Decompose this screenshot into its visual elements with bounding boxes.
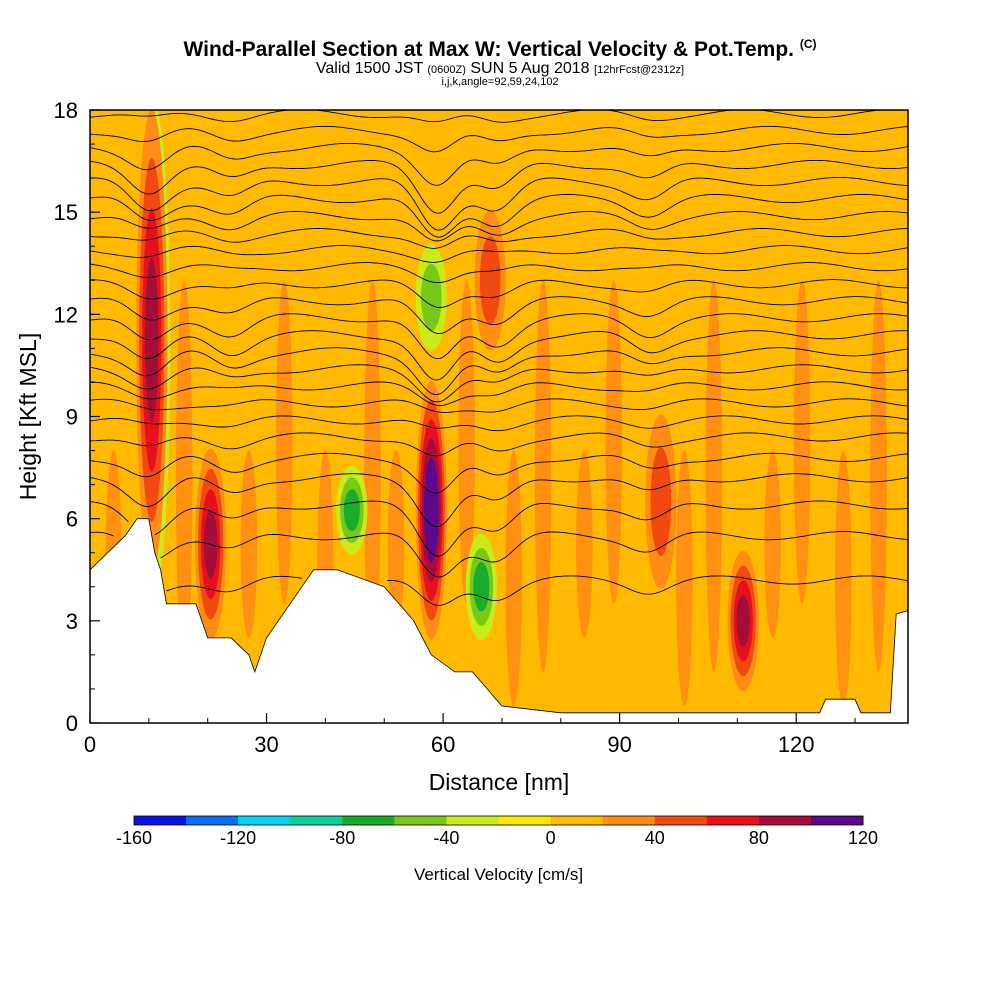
isentrope-line: [90, 381, 908, 406]
isentrope-line: [90, 313, 908, 360]
y-tick-label: 9: [66, 405, 78, 430]
isentrope-line: [90, 228, 908, 249]
weak-updraft-band: [458, 280, 475, 604]
weak-updraft-band: [505, 450, 522, 706]
weak-updraft-band: [764, 450, 781, 638]
isentrope-line: [166, 575, 908, 606]
weak-updraft-band: [705, 280, 723, 672]
isentrope-line: [90, 415, 908, 432]
valid-date: SUN 5 Aug 2018: [470, 60, 590, 77]
isentrope-line: [90, 473, 908, 528]
colorbar-tick-label: 120: [848, 828, 878, 848]
colorbar-swatch: [550, 816, 604, 825]
colorbar-swatch: [602, 816, 656, 825]
updraft-cell: [736, 595, 750, 647]
colorbar-swatch: [134, 816, 187, 825]
weak-updraft-band: [870, 280, 887, 672]
colorbar-title: Vertical Velocity [cm/s]: [414, 865, 583, 884]
colorbar: -160 -120 -80 -40 0 40 80 120 Vertical Velocity …: [116, 815, 878, 884]
colorbar-swatch: [342, 816, 395, 825]
updraft-cell: [479, 236, 501, 325]
colorbar-swatch: [186, 816, 239, 825]
weak-updraft-band: [240, 450, 258, 638]
isentrope-line: [90, 531, 908, 578]
isentrope-line: [90, 142, 908, 186]
isentrope-line: [90, 194, 908, 238]
colorbar-swatch: [706, 816, 760, 825]
weak-updraft-band: [605, 280, 622, 604]
colorbar-swatch: [446, 816, 499, 825]
terrain: [90, 518, 908, 723]
colorbar-tick-label: -40: [433, 828, 459, 848]
chart-subtitle: Valid 1500 JST (0600Z) SUN 5 Aug 2018 [1…: [315, 60, 685, 77]
isentrope-line: [90, 452, 908, 494]
isentrope-line: [90, 245, 908, 263]
colorbar-swatch: [758, 816, 812, 825]
downdraft-cell: [473, 562, 490, 612]
colorbar-swatch: [810, 816, 864, 825]
isentrope-line: [90, 347, 908, 396]
y-tick-label: 3: [66, 609, 78, 634]
x-tick-label: 30: [254, 732, 278, 757]
plot-area: [90, 110, 908, 723]
isentrope-line: [90, 296, 908, 335]
weak-updraft-band: [387, 450, 405, 638]
isentrope-line: [90, 211, 908, 242]
weak-updraft-band: [534, 280, 552, 672]
isentrope-line: [90, 279, 908, 308]
y-tick-label: 18: [54, 98, 78, 123]
isentrope-line: [90, 500, 908, 557]
colorbar-swatch: [238, 816, 291, 825]
x-axis-label: Distance [nm]: [429, 769, 570, 795]
colorbar-swatch: [498, 816, 552, 825]
isentrope-line: [90, 432, 908, 457]
weak-updraft-band: [364, 280, 381, 672]
y-tick-label: 0: [66, 711, 78, 736]
weak-updraft-band: [576, 450, 593, 638]
grid-indices: i,j,k,angle=92,59,24,102: [441, 76, 559, 88]
isentrope-line: [90, 398, 908, 413]
updraft-cell: [650, 447, 672, 557]
x-tick-label: 120: [778, 732, 815, 757]
weak-updraft-band: [175, 280, 193, 672]
valid-utc: (0600Z): [427, 64, 466, 76]
isentrope-line: [90, 176, 908, 231]
isentrope-line: [90, 159, 908, 214]
copyright-mark: (C): [799, 37, 817, 51]
isentrope-line: [90, 125, 908, 153]
colorbar-tick-label: -160: [116, 828, 152, 848]
x-tick-label: 60: [431, 732, 455, 757]
forecast-info: [12hrFcst@2312z]: [594, 64, 685, 76]
updraft-cell: [426, 477, 437, 544]
y-tick-label: 15: [54, 200, 78, 225]
colorbar-swatch: [654, 816, 708, 825]
weak-updraft-band: [835, 450, 852, 706]
colorbar-tick-label: 40: [645, 828, 665, 848]
colorbar-swatch: [290, 816, 343, 825]
weak-updraft-band: [793, 280, 811, 604]
isentrope-line: [90, 110, 908, 123]
isentrope-line: [90, 364, 908, 403]
colorbar-tick-label: 80: [749, 828, 769, 848]
weak-updraft-band: [676, 450, 693, 706]
weak-updraft-band: [275, 280, 293, 604]
y-tick-label: 12: [54, 302, 78, 327]
colorbar-frame: [133, 815, 864, 826]
colorbar-tick-label: -120: [220, 828, 256, 848]
isentrope-line: [90, 330, 908, 381]
colorbar-swatch: [394, 816, 447, 825]
colorbar-tick-label: 0: [546, 828, 556, 848]
chart-title: Wind-Parallel Section at Max W: Vertical…: [183, 37, 817, 61]
isentrope-line: [90, 262, 908, 284]
colorbar-tick-label: -80: [329, 828, 355, 848]
y-tick-label: 6: [66, 507, 78, 532]
x-tick-label: 0: [84, 732, 96, 757]
x-tick-label: 90: [607, 732, 631, 757]
y-axis-label: Height [Kft MSL]: [15, 333, 41, 500]
downdraft-cell: [420, 263, 442, 331]
axes: 0 30 60 90 120 0 3 6 9 12 15 18 Distance [nm] Height …: [15, 98, 856, 795]
downdraft-cell: [343, 489, 360, 532]
